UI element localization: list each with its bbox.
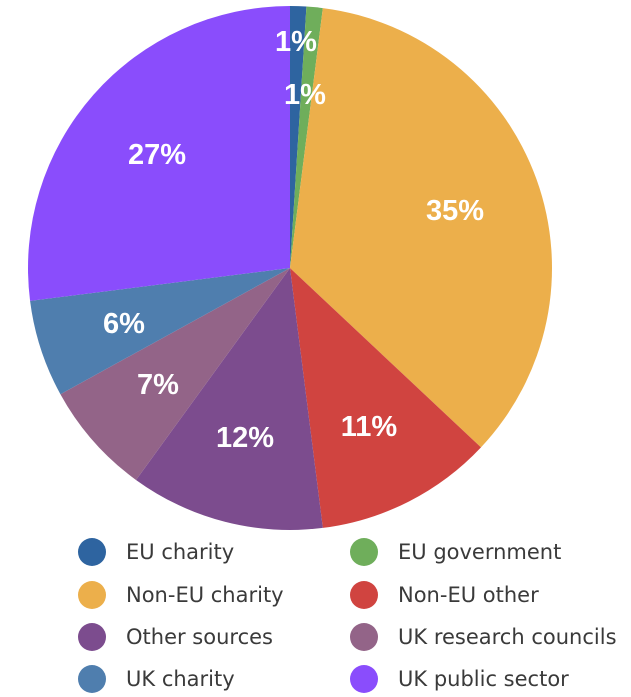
legend-label: EU government (398, 540, 562, 564)
pie-slice-uk-charity (30, 268, 290, 395)
legend-color-swatch (350, 665, 378, 693)
legend-color-swatch (78, 581, 106, 609)
pie-slice-value-label: 35% (426, 195, 484, 227)
pie-slice-uk-research-councils (60, 268, 290, 480)
legend-label: Other sources (126, 625, 273, 649)
legend-item: UK research councils (350, 619, 617, 655)
pie-slice-other-sources (136, 268, 323, 530)
pie-slice-value-label: 12% (216, 422, 274, 454)
legend-color-swatch (350, 538, 378, 566)
legend-color-swatch (78, 538, 106, 566)
legend-color-swatch (78, 665, 106, 693)
pie-chart: 1% 1% 35% 11% 12% 7% 6% 27% (28, 6, 552, 530)
legend-label: UK public sector (398, 667, 569, 691)
pie-slice-value-label: 27% (128, 139, 186, 171)
legend-label: Non-EU charity (126, 583, 284, 607)
legend-label: EU charity (126, 540, 235, 564)
pie-slice-non-eu-other (290, 268, 481, 528)
legend-item: Non-EU other (350, 577, 539, 613)
legend-label: UK research councils (398, 625, 617, 649)
legend-item: EU charity (78, 534, 234, 570)
legend-label: Non-EU other (398, 583, 539, 607)
pie-slice-uk-public-sector (28, 6, 291, 301)
pie-slice-eu-charity (290, 6, 307, 268)
legend-label: UK charity (126, 667, 235, 691)
legend-color-swatch (78, 623, 106, 651)
pie-slice-value-label: 11% (341, 411, 398, 443)
pie-slice-value-label: 1% (275, 26, 317, 58)
legend-item: Non-EU charity (78, 577, 284, 613)
pie-slice-value-label: 1% (284, 79, 326, 111)
pie-slice-eu-government (290, 6, 323, 269)
legend-item: Other sources (78, 619, 273, 655)
pie-slice-value-label: 7% (137, 369, 179, 401)
legend-item: UK charity (78, 661, 235, 697)
pie-slice-value-label: 6% (103, 308, 145, 340)
legend-color-swatch (350, 623, 378, 651)
legend-item: EU government (350, 534, 561, 570)
legend-item: UK public sector (350, 661, 569, 697)
legend-color-swatch (350, 581, 378, 609)
pie-slice-non-eu-charity (290, 8, 552, 448)
